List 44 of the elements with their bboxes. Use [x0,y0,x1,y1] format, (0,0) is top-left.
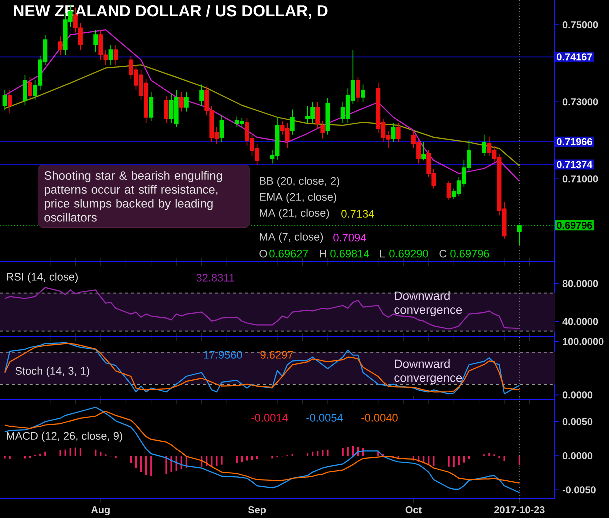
y-tick-label: 0.0000 [562,452,593,460]
annotation: -0.0040 [362,414,398,422]
annotation: 0.69627 [270,250,308,258]
y-tick-label: 0.73000 [562,98,598,106]
annotation: Downward convergence [394,291,462,317]
annotation: -0.0054 [306,414,344,422]
annotation: MACD (12, 26, close, 9) [7,432,122,442]
ref-line-label: 0.69796 [557,222,592,230]
y-tick-label: 0.75000 [562,22,598,29]
ref-line-label: 0.71374 [557,161,593,168]
x-tick-label: Sep [248,506,266,516]
annotation: MA (21, close) [260,208,330,220]
annotation: 9.6297 [260,351,294,359]
y-tick-label: 40.0000 [562,318,598,326]
x-tick-label: Aug [91,506,110,516]
annotation: L [380,250,385,258]
annotation: C [440,250,447,258]
y-tick-label: 0.0050 [562,418,593,426]
annotation: RSI (14, close) [7,272,78,284]
y-tick-label: 0.71000 [562,176,598,183]
annotation: H [320,250,326,258]
annotation: MA (7, close) [260,232,324,243]
ref-line-label: 0.71966 [557,138,592,146]
x-tick-label: Oct [406,506,422,514]
annotation: O [260,250,268,258]
annotation: Shooting star & bearish engulfing patterns occur at stiff resistance, price slumps backed by leading oscillators [44,171,222,222]
annotation: EMA (21, close) [260,192,336,204]
annotation: 32.8311 [196,274,234,282]
annotation: -0.0014 [252,414,288,422]
y-tick-label: 80.0000 [562,280,598,288]
annotation: 17.9560 [204,351,242,359]
y-tick-label: -0.0050 [562,486,596,494]
ref-line-label: 0.74167 [557,54,592,61]
annotation: 0.7094 [334,234,366,242]
annotation: 0.69290 [390,250,428,258]
y-tick-label: 0.0000 [562,392,593,399]
y-tick-label: 100.0000 [563,338,604,346]
annotation: Downward convergence [394,359,462,385]
annotation: Stoch (14, 3, 1) [16,366,90,378]
x-tick-label: 2017-10-23 [494,506,545,514]
annotation: 0.7134 [342,210,374,218]
annotation: 0.69796 [450,250,490,258]
annotation: 0.69814 [330,250,370,258]
annotation: BB (20, close, 2) [260,176,340,188]
